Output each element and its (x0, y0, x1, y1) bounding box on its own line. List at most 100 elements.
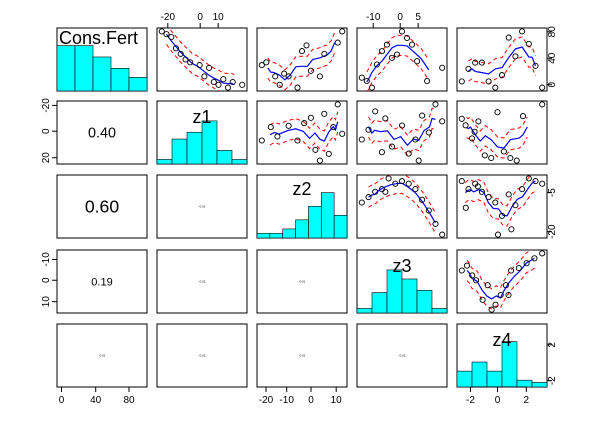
scatter-point-14 (239, 81, 246, 88)
hist-bar-z2-0 (256, 233, 271, 239)
scatter-point-2 (372, 188, 379, 195)
smooth-line (267, 42, 336, 81)
hist-bar-z2-4 (308, 205, 322, 239)
scatter-point-5 (492, 199, 499, 206)
scatter-point-11 (432, 220, 439, 227)
scatter-point-3 (473, 277, 480, 284)
hist-bar-z4-0 (456, 370, 473, 388)
scatter-point-5 (182, 56, 189, 63)
scatter-point-7 (303, 42, 310, 49)
right-z2-tick-label-1: -5 (547, 188, 558, 197)
right-cons-tick-label-1: 40 (547, 52, 558, 64)
scatter-point-7 (505, 191, 512, 198)
scatter-point-13 (439, 64, 446, 71)
bottom-z4-tick-label-2: 2 (524, 395, 530, 406)
smooth-line (466, 126, 528, 149)
scatter-point-9 (508, 267, 515, 274)
scatter-point-13 (382, 188, 389, 195)
scatter-point-9 (425, 129, 432, 136)
scatter-point-11 (330, 124, 337, 131)
top-z3-tick-label-2: 5 (415, 12, 421, 23)
scatter-point-2 (272, 73, 279, 80)
scatter-point-8 (412, 186, 419, 193)
scatter-point-0 (158, 28, 165, 35)
scatter-point-5 (392, 180, 399, 187)
scatter-point-0 (258, 137, 265, 144)
scatter-point-4 (485, 78, 492, 85)
scatter-point-15 (505, 291, 512, 299)
hist-bar-z2-5 (320, 192, 335, 239)
hist-bar-z1-3 (201, 120, 218, 165)
scatter-point-4 (385, 175, 392, 182)
scatter-point-0 (458, 115, 465, 122)
hist-bar-z3-1 (371, 292, 388, 314)
left-z1-tick-label-2: 20 (41, 152, 52, 164)
left-z3-tick-label-2: 10 (41, 296, 52, 308)
scatter-point-9 (513, 157, 520, 164)
scatter-point-3 (172, 45, 180, 52)
bottom-z2-tick-label-0: -20 (259, 395, 274, 406)
scatter-point-12 (294, 84, 301, 91)
scatter-point-0 (358, 199, 365, 206)
hist-bar-Cons.Fert-0 (56, 45, 76, 92)
scatter-point-13 (339, 130, 346, 137)
scatter-point-7 (497, 291, 504, 299)
upper-band-line (466, 250, 533, 290)
scatter-point-7 (412, 136, 419, 143)
upper-band-line (465, 175, 532, 207)
scatter-point-0 (458, 267, 465, 274)
scatter-point-9 (419, 196, 426, 203)
scatter-point-9 (316, 73, 323, 80)
correlation-r4-c1: -0.01 (199, 354, 206, 358)
lower-band-line (466, 136, 528, 159)
scatter-point-12 (424, 77, 431, 85)
lower-band-line (166, 44, 221, 91)
scatter-point-6 (405, 150, 412, 157)
scatter-point-12 (215, 81, 222, 88)
hist-bar-z1-5 (231, 159, 248, 165)
scatter-point-1 (267, 124, 274, 131)
scatter-point-3 (475, 118, 482, 125)
scatter-point-4 (378, 48, 385, 55)
right-cons-tick-label-0: 0 (547, 81, 558, 87)
hist-bar-z2-2 (282, 228, 296, 239)
scatter-point-12 (525, 40, 532, 47)
scatter-point-8 (419, 112, 426, 119)
bottom-cons-tick-label-2: 80 (123, 395, 135, 406)
scatter-point-0 (358, 136, 365, 143)
scatter-point-9 (519, 186, 526, 193)
scatter-point-4 (485, 194, 492, 201)
matrix-axes: -20 0 10 -10 0 50 40 80 -20 -10 0 10 -2 0 2-20020-1001… (41, 12, 558, 406)
scatter-point-10 (220, 76, 227, 83)
scatter-point-13 (462, 204, 469, 211)
panel-frame-r2-c1 (156, 174, 248, 239)
hist-bar-z1-2 (186, 131, 203, 165)
scatter-point-2 (368, 84, 375, 91)
bottom-z2-tick-label-1: -10 (279, 395, 294, 406)
scatter-point-5 (285, 73, 292, 80)
top-z1-tick-label-0: -20 (161, 12, 176, 23)
scatter-point-7 (505, 34, 512, 41)
diag-label-Cons.Fert: Cons.Fert (59, 28, 138, 48)
scatter-point-3 (276, 81, 283, 88)
scatter-point-1 (462, 122, 469, 129)
scatter-point-8 (398, 28, 406, 35)
upper-band-line (267, 32, 336, 71)
panel-frame-r2-c3 (356, 174, 448, 239)
scatter-point-3 (373, 61, 380, 68)
scatter-point-6 (498, 72, 506, 79)
panel-frame-r1-c3 (356, 100, 448, 165)
smooth-line (366, 44, 430, 83)
scatter-panel-r2-c3 (358, 175, 446, 238)
scatter-point-14 (488, 306, 495, 313)
hist-bar-Cons.Fert-1 (74, 45, 94, 92)
scatter-point-6 (492, 301, 499, 308)
correlation-r4-c0: -0.01 (99, 354, 106, 358)
scatter-point-10 (334, 39, 341, 46)
scatter-point-7 (393, 51, 401, 58)
scatter-panel-r1-c2 (258, 101, 346, 164)
panel-frame-r3-c4 (456, 249, 548, 314)
scatter-point-9 (403, 34, 411, 42)
scatter-point-8 (502, 282, 509, 289)
scatter-point-3 (478, 188, 485, 195)
